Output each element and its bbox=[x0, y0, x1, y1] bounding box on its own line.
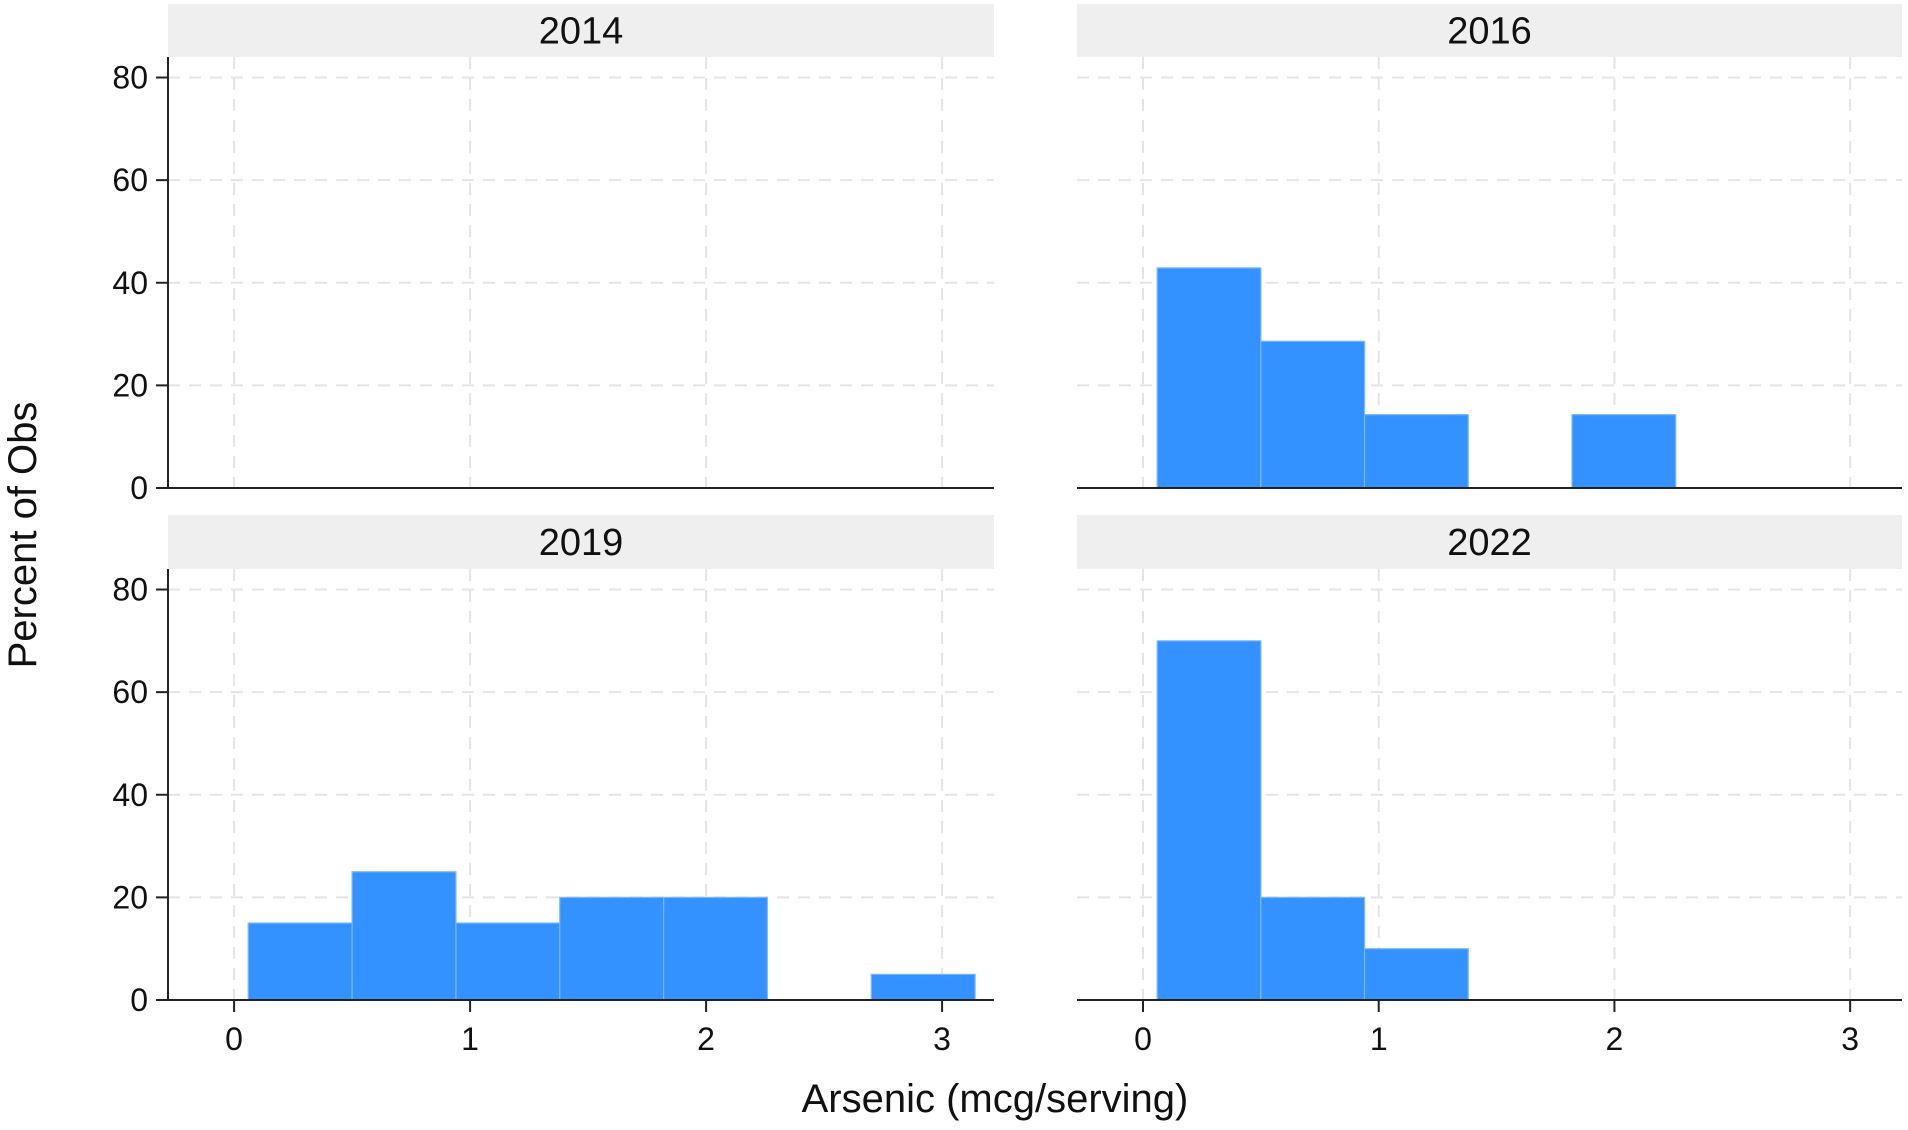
y-tick-label: 0 bbox=[130, 470, 148, 506]
histogram-bar bbox=[1260, 340, 1366, 489]
histogram-bar bbox=[455, 922, 561, 1001]
x-tick-label: 2 bbox=[1606, 1021, 1624, 1057]
x-axis-title: Arsenic (mcg/serving) bbox=[802, 1077, 1189, 1121]
panel-strip bbox=[1077, 4, 1902, 57]
y-tick-label: 40 bbox=[112, 777, 148, 813]
histogram-bar bbox=[247, 922, 353, 1001]
y-tick-label: 80 bbox=[112, 60, 148, 96]
panel-strip bbox=[1077, 515, 1902, 569]
y-tick-label: 0 bbox=[130, 982, 148, 1018]
panel-strip bbox=[168, 4, 994, 57]
histogram-bar bbox=[662, 896, 769, 1001]
panel-strip-label: 2016 bbox=[1447, 11, 1532, 53]
panel-strip-label: 2019 bbox=[539, 522, 624, 564]
histogram-bar bbox=[1363, 414, 1469, 489]
x-tick-label: 0 bbox=[225, 1021, 243, 1057]
x-tick-label: 3 bbox=[933, 1021, 951, 1057]
histogram-bar bbox=[870, 973, 976, 1001]
y-tick-label: 60 bbox=[112, 674, 148, 710]
histogram-bar bbox=[1363, 948, 1469, 1001]
x-tick-label: 0 bbox=[1134, 1021, 1152, 1057]
panels-layer: 2014 0 20 40 60 80 2016 2019 0 20 40 60 80 0 1 2 3 2022 0 1… bbox=[112, 4, 1902, 1057]
histogram-bar bbox=[1156, 267, 1262, 489]
y-tick-label: 80 bbox=[112, 572, 148, 608]
panel-strip-label: 2022 bbox=[1447, 522, 1532, 564]
x-tick-label: 1 bbox=[461, 1021, 479, 1057]
panel-2016: 2016 bbox=[1077, 4, 1902, 489]
histogram-bar bbox=[1571, 414, 1677, 489]
y-tick-label: 20 bbox=[112, 879, 148, 915]
y-tick-label: 60 bbox=[112, 162, 148, 198]
histogram-bar bbox=[1156, 640, 1262, 1001]
panel-strip-label: 2014 bbox=[539, 11, 624, 53]
y-axis-title: Percent of Obs bbox=[1, 402, 45, 669]
histogram-bar bbox=[1260, 896, 1366, 1001]
y-tick-label: 40 bbox=[112, 265, 148, 301]
x-tick-label: 2 bbox=[697, 1021, 715, 1057]
panel-2014: 2014 0 20 40 60 80 bbox=[112, 4, 994, 506]
x-tick-label: 3 bbox=[1841, 1021, 1859, 1057]
panel-2019: 2019 0 20 40 60 80 0 1 2 3 bbox=[112, 515, 994, 1057]
panel-strip bbox=[168, 515, 994, 569]
y-tick-label: 20 bbox=[112, 367, 148, 403]
panel-2022: 2022 0 1 2 3 bbox=[1077, 515, 1902, 1057]
x-tick-label: 1 bbox=[1370, 1021, 1388, 1057]
histogram-bar bbox=[351, 871, 457, 1001]
histogram-bar bbox=[559, 896, 665, 1001]
